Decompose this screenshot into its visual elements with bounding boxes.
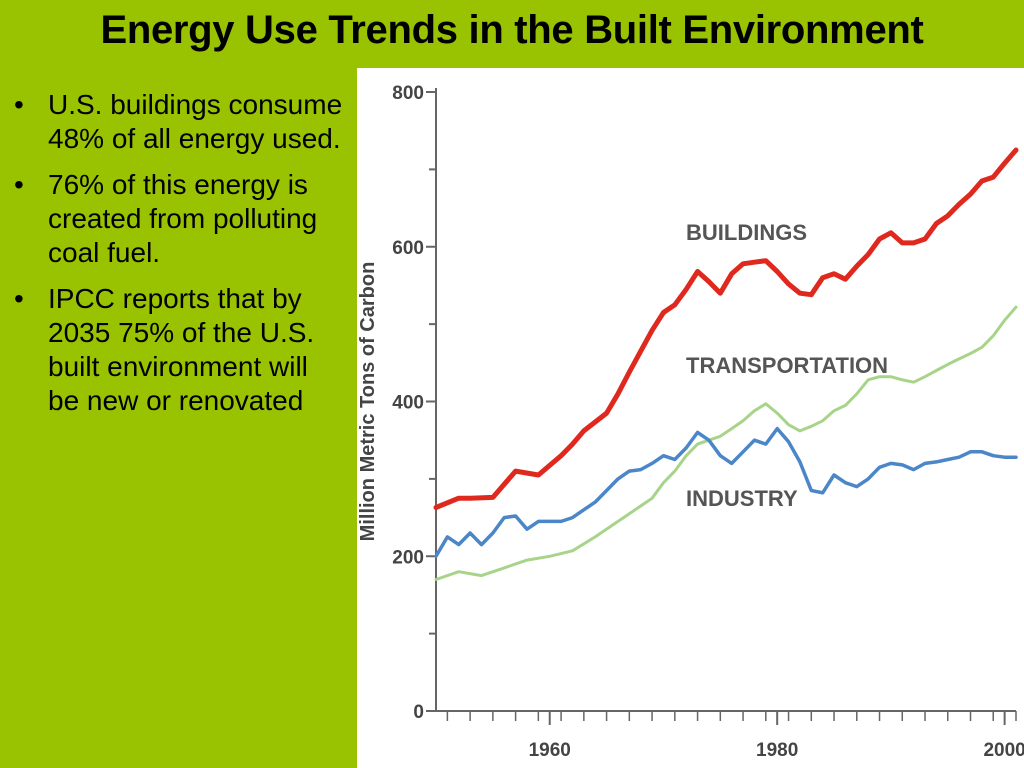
series-line-industry bbox=[434, 426, 1018, 559]
series-line-buildings bbox=[433, 147, 1019, 510]
line-chart: 0 200 400 600 800 1960 1980 2000 Million Metric … bbox=[357, 83, 1024, 761]
bullet-list: • U.S. buildings consume 48% of all energ… bbox=[14, 88, 344, 430]
x-tick-label: 2000 bbox=[983, 740, 1024, 761]
x-tick-label: 1960 bbox=[529, 740, 571, 761]
x-tick-label: 1980 bbox=[756, 740, 798, 761]
bullet-item: • IPCC reports that by 2035 75% of the U.… bbox=[14, 282, 344, 418]
y-axis-label: Million Metric Tons of Carbon bbox=[357, 262, 379, 542]
bullet-item: • U.S. buildings consume 48% of all energ… bbox=[14, 88, 344, 156]
bullet-item: • 76% of this energy is created from poll… bbox=[14, 168, 344, 270]
chart-labels: BUILDINGS TRANSPORTATION INDUSTRY bbox=[686, 220, 888, 511]
series-label-industry: INDUSTRY bbox=[686, 486, 798, 511]
bullet-text: 76% of this energy is created from pollu… bbox=[48, 169, 318, 268]
y-tick-label: 800 bbox=[392, 83, 424, 104]
bullet-text: IPCC reports that by 2035 75% of the U.S… bbox=[48, 283, 315, 416]
bullet-dot: • bbox=[14, 89, 24, 120]
bullet-dot: • bbox=[14, 169, 24, 200]
series-label-transportation: TRANSPORTATION bbox=[686, 353, 888, 378]
chart-panel: 0 200 400 600 800 1960 1980 2000 Million Metric … bbox=[357, 68, 1024, 768]
slide-title: Energy Use Trends in the Built Environme… bbox=[100, 8, 924, 52]
series-label-buildings: BUILDINGS bbox=[686, 220, 807, 245]
bullet-dot: • bbox=[14, 283, 24, 314]
chart-axes: 0 200 400 600 800 1960 1980 2000 Million Metric … bbox=[357, 83, 1024, 761]
chart-series bbox=[433, 147, 1019, 581]
y-tick-label: 400 bbox=[392, 393, 424, 414]
y-tick-label: 200 bbox=[392, 547, 424, 568]
bullet-text: U.S. buildings consume 48% of all energy… bbox=[48, 89, 343, 154]
y-tick-label: 600 bbox=[392, 238, 424, 259]
series-line-transportation bbox=[434, 305, 1018, 581]
y-tick-label: 0 bbox=[413, 702, 424, 723]
